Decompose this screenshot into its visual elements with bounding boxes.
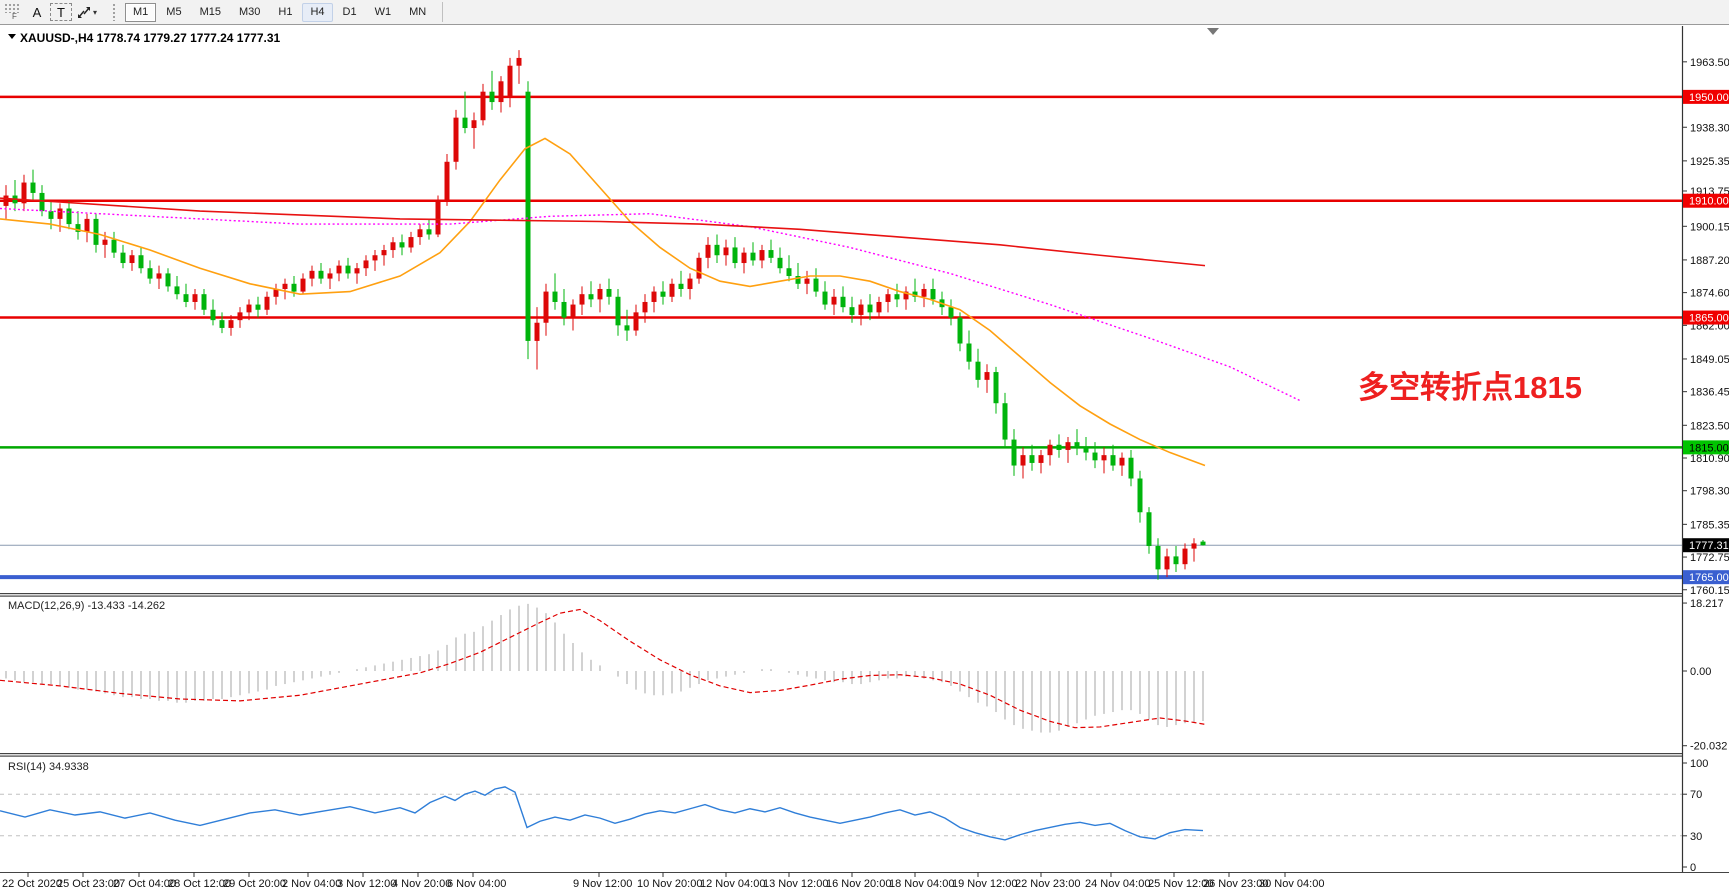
macd-signal-line	[0, 608, 1206, 729]
chart-shift-marker-icon[interactable]	[1207, 28, 1219, 35]
time-axis-label: 22 Oct 2020	[2, 878, 62, 890]
toolbar-separator	[442, 2, 444, 22]
axis-tick-label: 1823.50	[1690, 420, 1729, 432]
toolbar-grip[interactable]: F	[4, 2, 24, 22]
price-badge-1815.00	[1683, 440, 1729, 455]
tf-button-M30[interactable]: M30	[231, 3, 268, 22]
time-axis-label: 10 Nov 20:00	[637, 878, 702, 890]
time-axis-label: 18 Nov 04:00	[889, 878, 954, 890]
axis-tick-label: 1925.35	[1690, 156, 1729, 168]
price-badge-label: 1865.00	[1689, 313, 1729, 325]
time-axis-label: 24 Nov 04:00	[1085, 878, 1150, 890]
toolbar: F A T ▾ M1 M5 M15 M30 H1 H4 D1 W1 MN	[0, 0, 1729, 25]
time-axis-label: 12 Nov 04:00	[700, 878, 765, 890]
time-axis-label: 27 Oct 04:00	[113, 878, 176, 890]
timeframe-buttons: M1 M5 M15 M30 H1 H4 D1 W1 MN	[125, 2, 434, 22]
rsi-line	[0, 786, 1204, 841]
axis-tick-label: 18.217	[1690, 598, 1724, 610]
price-badge-1765.00	[1683, 570, 1729, 585]
price-badge-1910.00	[1683, 193, 1729, 208]
symbol-ohlc-line: XAUUSD-,H4 1778.74 1779.27 1777.24 1777.…	[20, 31, 281, 45]
axis-tick-label: 100	[1690, 758, 1708, 770]
time-axis-label: 19 Nov 12:00	[952, 878, 1017, 890]
tf-button-W1[interactable]: W1	[367, 3, 400, 22]
axis-tick-label: 70	[1690, 789, 1702, 801]
axis-tick-label: 30	[1690, 831, 1702, 843]
time-axis-label: 9 Nov 12:00	[573, 878, 632, 890]
ma-slow-line	[0, 197, 1206, 267]
price-badge-label: 1777.31	[1689, 540, 1729, 552]
time-axis-label: 13 Nov 12:00	[763, 878, 828, 890]
chart-canvas[interactable]: 1963.501938.301925.351913.751900.151887.…	[0, 25, 1729, 895]
tf-button-H4[interactable]: H4	[302, 2, 333, 22]
time-axis-label: 25 Nov 12:00	[1148, 878, 1213, 890]
axes-layer: 1963.501938.301925.351913.751900.151887.…	[0, 26, 1729, 890]
grip-label: F	[12, 12, 17, 21]
tf-button-MN[interactable]: MN	[401, 3, 434, 22]
axis-tick-label: 1963.50	[1690, 57, 1729, 69]
indicator-panels-layer	[0, 603, 1682, 841]
time-axis-label: 29 Oct 20:00	[223, 878, 286, 890]
time-axis-label: 22 Nov 23:00	[1015, 878, 1080, 890]
diagonal-arrows-icon	[78, 6, 90, 18]
time-axis-label: 25 Oct 23:00	[57, 878, 120, 890]
axis-tick-label: 1900.15	[1690, 221, 1729, 233]
axis-tick-label: 1785.35	[1690, 519, 1729, 531]
moving-averages-layer	[0, 137, 1301, 467]
axis-tick-label: 1772.75	[1690, 552, 1729, 564]
time-axis-label: 2 Nov 04:00	[282, 878, 341, 890]
horizontal-lines-layer[interactable]	[0, 95, 1682, 580]
axis-tick-label: 1798.30	[1690, 486, 1729, 498]
price-badge-label: 1950.00	[1689, 92, 1729, 104]
rsi-indicator-label: RSI(14) 34.9338	[8, 761, 89, 773]
axis-tick-label: 1810.90	[1690, 453, 1729, 465]
price-badge-1777.31	[1683, 538, 1729, 553]
price-badge-label: 1910.00	[1689, 196, 1729, 208]
axis-tick-label: 1938.30	[1690, 122, 1729, 134]
time-axis-label: 4 Nov 20:00	[392, 878, 451, 890]
axis-tick-label: -20.032	[1690, 741, 1727, 753]
time-axis-label: 16 Nov 20:00	[826, 878, 891, 890]
time-axis-label: 28 Oct 12:00	[168, 878, 231, 890]
ma-fast-line	[0, 137, 1206, 467]
time-axis-label: 30 Nov 04:00	[1259, 878, 1324, 890]
tf-button-M15[interactable]: M15	[192, 3, 229, 22]
axis-tick-label: 1760.15	[1690, 585, 1729, 597]
axis-tick-label: 0.00	[1690, 666, 1711, 678]
font-tool-button[interactable]: A	[26, 2, 48, 22]
macd-indicator-label: MACD(12,26,9) -13.433 -14.262	[8, 600, 165, 612]
price-badge-1950.00	[1683, 89, 1729, 104]
periods-toolbar-grip[interactable]	[112, 3, 118, 21]
time-axis-label: 3 Nov 12:00	[337, 878, 396, 890]
time-axis-label: 6 Nov 04:00	[447, 878, 506, 890]
grip-dots-icon	[4, 3, 20, 13]
symbol-dropdown-icon[interactable]	[8, 34, 16, 39]
dropdown-caret-icon: ▾	[93, 7, 98, 17]
tf-button-M1[interactable]: M1	[125, 2, 157, 22]
axis-tick-label: 1836.45	[1690, 387, 1729, 399]
arrows-tool-button[interactable]: ▾	[74, 2, 100, 22]
annotation-text[interactable]: 多空转折点1815	[1358, 370, 1582, 405]
axis-tick-label: 1887.20	[1690, 255, 1729, 267]
axis-tick-label: 0	[1690, 862, 1696, 874]
axis-tick-label: 1849.05	[1690, 354, 1729, 366]
tf-button-M5[interactable]: M5	[158, 3, 189, 22]
candles-layer	[3, 50, 1206, 580]
text-tool-button[interactable]: T	[50, 3, 72, 21]
axis-tick-label: 1874.60	[1690, 288, 1729, 300]
tf-button-D1[interactable]: D1	[335, 3, 365, 22]
price-badge-label: 1815.00	[1689, 442, 1729, 454]
price-badge-1865.00	[1683, 310, 1729, 325]
price-badge-label: 1765.00	[1689, 572, 1729, 584]
tf-button-H1[interactable]: H1	[270, 3, 300, 22]
time-axis-label: 26 Nov 23:00	[1203, 878, 1268, 890]
